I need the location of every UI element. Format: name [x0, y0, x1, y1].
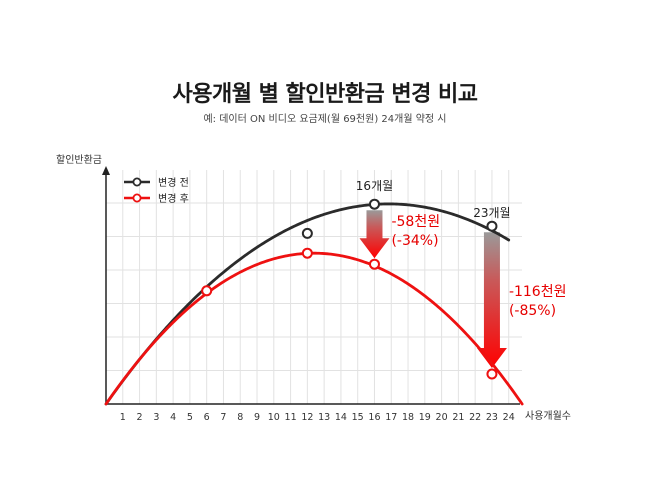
month-annotation: 23개월	[473, 206, 510, 220]
series-line-before	[104, 202, 511, 406]
x-axis-label: 사용개월수	[525, 410, 571, 422]
x-tick-label: 2	[137, 412, 143, 423]
annotations: 16개월 23개월	[356, 179, 511, 220]
x-tick-label: 13	[318, 412, 330, 423]
x-tick-label: 18	[402, 412, 414, 423]
grid-lines	[106, 170, 522, 404]
x-tick-label: 1	[120, 412, 126, 423]
legend-label-before: 변경 전	[158, 176, 189, 189]
x-tick-label: 12	[301, 412, 313, 423]
x-tick-label: 8	[237, 412, 243, 423]
month-annotation: 16개월	[356, 179, 393, 193]
x-tick-label: 10	[268, 412, 280, 423]
drop-label: -116천원	[509, 284, 567, 300]
x-tick-label: 17	[385, 412, 397, 423]
x-tick-label: 4	[170, 412, 176, 423]
drop-arrow	[359, 210, 390, 259]
legend-label-after: 변경 후	[158, 192, 189, 205]
y-axis-label: 할인반환금	[56, 154, 102, 166]
x-tick-label: 24	[503, 412, 515, 423]
x-tick-labels: 1 2 3 4 5 6 7 8 9 10 11 12 13 14 15 16 17 18 19 20 21 22 23 24	[120, 412, 515, 423]
drop-arrow	[476, 232, 507, 368]
data-point-after	[301, 247, 313, 259]
y-axis-arrow	[102, 166, 110, 175]
data-point-before	[301, 227, 313, 239]
legend-marker-before	[132, 177, 142, 187]
chart-title: 사용개월 별 할인반환금 변경 비교	[172, 82, 479, 107]
x-tick-label: 23	[486, 412, 498, 423]
x-tick-label: 20	[436, 412, 448, 423]
x-tick-label: 15	[352, 412, 364, 423]
data-point-after	[486, 368, 498, 380]
x-tick-label: 22	[469, 412, 481, 423]
x-tick-label: 7	[220, 412, 226, 423]
x-tick-label: 14	[335, 412, 347, 423]
chart-subtitle: 예: 데이터 ON 비디오 요금제(월 69천원) 24개월 약정 시	[203, 114, 447, 125]
series-lines	[104, 202, 524, 406]
data-point-after	[201, 285, 213, 297]
series-markers	[201, 198, 498, 380]
x-tick-label: 6	[204, 412, 210, 423]
drop-percent: (-34%)	[391, 233, 438, 249]
x-tick-label: 5	[187, 412, 193, 423]
x-tick-label: 3	[153, 412, 159, 423]
x-tick-label: 21	[452, 412, 464, 423]
drop-percent: (-85%)	[509, 303, 556, 319]
drop-arrows: -58천원 (-34%) -116천원 (-85%)	[359, 210, 566, 368]
x-tick-label: 9	[254, 412, 260, 423]
series-line-after	[104, 251, 524, 406]
drop-label: -58천원	[391, 214, 440, 230]
data-point-after	[368, 258, 380, 270]
legend-marker-after	[132, 193, 142, 203]
data-point-before	[486, 220, 498, 232]
legend: 변경 전 변경 후	[124, 176, 189, 205]
axes	[102, 166, 520, 405]
x-tick-label: 11	[285, 412, 297, 423]
data-point-before	[368, 198, 380, 210]
x-tick-label: 19	[419, 412, 431, 423]
x-tick-label: 16	[368, 412, 380, 423]
